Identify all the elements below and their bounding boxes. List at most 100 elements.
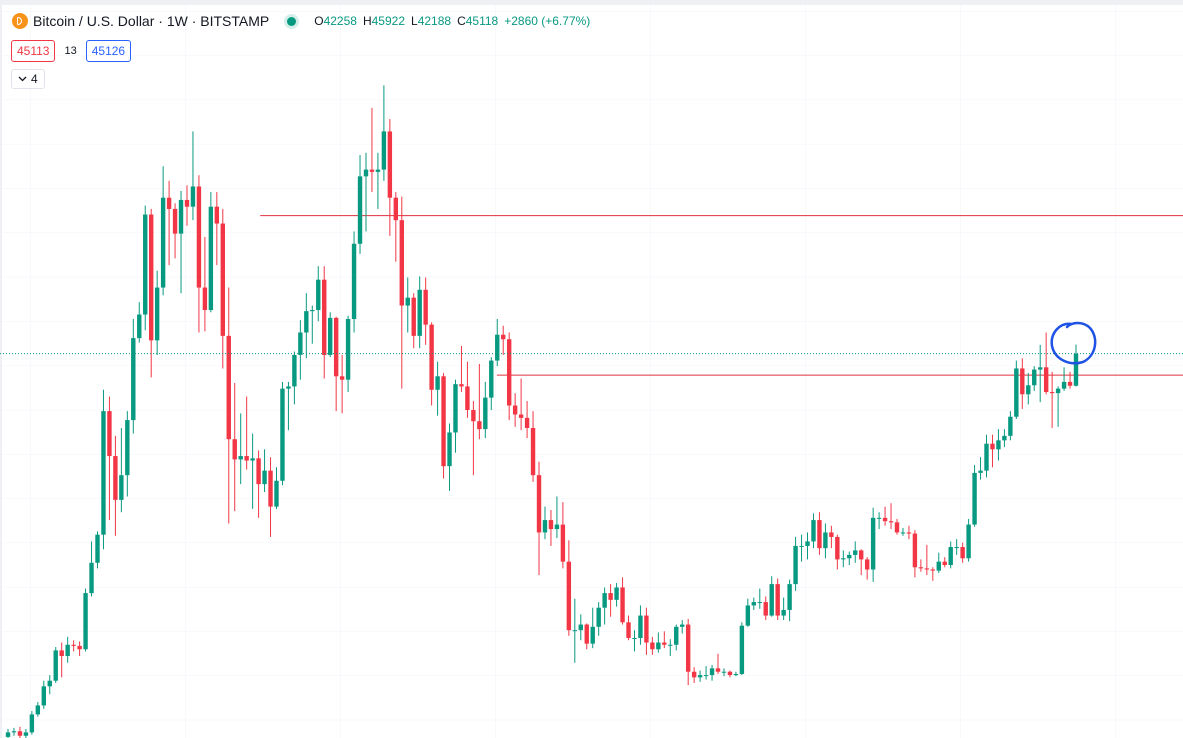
candle-body bbox=[405, 297, 410, 306]
candle-body bbox=[166, 197, 172, 209]
spread: 13 bbox=[64, 45, 77, 57]
candle-body bbox=[1032, 369, 1037, 386]
candle-body bbox=[1020, 368, 1025, 395]
candle-body bbox=[990, 443, 995, 450]
candle-body bbox=[5, 732, 11, 737]
candle-body bbox=[501, 334, 506, 340]
candle-body bbox=[333, 317, 339, 377]
candles bbox=[0, 85, 1183, 738]
candle-body bbox=[280, 388, 285, 481]
ohlc-value: 45118 bbox=[465, 14, 499, 28]
candle-body bbox=[823, 532, 828, 549]
indicators-toggle[interactable]: 4 bbox=[11, 69, 45, 89]
candle-body bbox=[757, 602, 762, 604]
candle-body bbox=[11, 731, 17, 733]
bitcoin-icon bbox=[12, 13, 28, 29]
candle-body bbox=[214, 206, 220, 224]
candle-body bbox=[83, 593, 88, 650]
candle-body bbox=[202, 287, 208, 311]
candle-body bbox=[906, 532, 912, 534]
candle-body bbox=[811, 520, 816, 542]
candle-body bbox=[638, 615, 643, 639]
ohlc-low: L42188 bbox=[411, 14, 451, 28]
candle-body bbox=[178, 199, 184, 234]
ohlc-label: L bbox=[411, 14, 418, 28]
candle-body bbox=[1043, 367, 1049, 393]
symbol-title[interactable]: Bitcoin / U.S. Dollar · 1W · BITSTAMP bbox=[33, 13, 270, 29]
candle-body bbox=[1061, 381, 1067, 389]
candle-body bbox=[286, 386, 291, 389]
candle-body bbox=[847, 554, 852, 559]
candle-body bbox=[268, 470, 273, 507]
candle-body bbox=[512, 405, 518, 415]
candle-body bbox=[292, 354, 297, 387]
candle-body bbox=[363, 169, 369, 177]
candle-body bbox=[859, 550, 864, 560]
candle-body bbox=[1055, 388, 1061, 394]
candle-body bbox=[888, 521, 894, 523]
candle-body bbox=[53, 650, 58, 681]
candle-body bbox=[375, 169, 381, 172]
candle-body bbox=[972, 472, 977, 525]
candle-body bbox=[942, 561, 947, 566]
candle-body bbox=[441, 376, 446, 467]
candle-body bbox=[530, 427, 536, 476]
candle-body bbox=[29, 714, 35, 733]
candle-body bbox=[596, 607, 601, 627]
candle-body bbox=[805, 541, 810, 546]
candle-body bbox=[560, 524, 566, 562]
top-border bbox=[0, 0, 1183, 5]
buy-price[interactable]: 45126 bbox=[85, 40, 132, 62]
candle-body bbox=[256, 458, 261, 485]
candle-body bbox=[274, 480, 279, 507]
candle-body bbox=[471, 410, 476, 422]
candle-body bbox=[369, 169, 375, 172]
candle-body bbox=[131, 338, 136, 421]
candle-body bbox=[1049, 392, 1055, 394]
candle-body bbox=[739, 625, 745, 674]
candle-body bbox=[870, 517, 876, 570]
candle-body bbox=[853, 550, 858, 555]
candle-body bbox=[220, 223, 225, 336]
candle-body bbox=[137, 314, 142, 339]
ohlc-value: 42258 bbox=[323, 14, 357, 28]
candle-body bbox=[691, 671, 697, 678]
candle-body bbox=[882, 517, 888, 522]
candle-body bbox=[238, 456, 243, 460]
candle-body bbox=[566, 561, 572, 631]
candle-body bbox=[77, 645, 82, 650]
candle-body bbox=[59, 650, 64, 656]
candle-body bbox=[208, 206, 214, 311]
candle-body bbox=[781, 609, 786, 616]
candle-body bbox=[787, 584, 792, 610]
candle-body bbox=[41, 686, 46, 706]
candle-body bbox=[721, 671, 727, 673]
candle-body bbox=[423, 289, 428, 325]
candle-body bbox=[417, 289, 422, 336]
candle-body bbox=[924, 568, 930, 570]
candle-body bbox=[310, 310, 315, 312]
candle-body bbox=[477, 421, 482, 430]
candle-body bbox=[727, 671, 733, 676]
candle-body bbox=[1038, 367, 1043, 370]
candle-body bbox=[841, 558, 846, 560]
candle-body bbox=[793, 545, 798, 585]
candle-body bbox=[769, 584, 774, 616]
candle-body bbox=[626, 622, 631, 639]
indicator-count: 4 bbox=[31, 72, 38, 86]
candle-body bbox=[107, 411, 112, 457]
hand-drawn-circle bbox=[1050, 321, 1097, 365]
candle-body bbox=[984, 443, 989, 471]
candle-body bbox=[393, 197, 399, 221]
candle-body bbox=[226, 335, 231, 440]
market-status-dot bbox=[287, 16, 297, 26]
candle-body bbox=[751, 602, 757, 606]
candle-body bbox=[536, 475, 542, 533]
candle-body bbox=[900, 532, 906, 534]
candle-body bbox=[125, 420, 130, 476]
sell-price[interactable]: 45113 bbox=[11, 40, 56, 62]
candle-body bbox=[518, 414, 524, 418]
candle-body bbox=[399, 220, 404, 306]
